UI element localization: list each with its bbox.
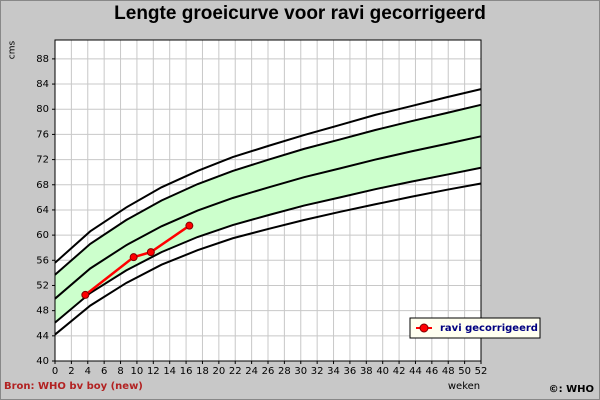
legend-marker: [419, 323, 429, 333]
data-point: [129, 253, 138, 262]
x-tick-label: 38: [360, 366, 373, 377]
y-tick-label: 64: [36, 205, 49, 216]
y-tick-label: 48: [36, 306, 49, 317]
reference-curve: [54, 135, 482, 300]
data-point: [146, 248, 155, 257]
copyright: ©: WHO: [549, 384, 594, 395]
x-tick-label: 48: [442, 366, 455, 377]
x-tick-label: 28: [278, 366, 291, 377]
y-tick-label: 68: [36, 180, 49, 191]
source: Bron: WHO bv boy (new): [4, 381, 143, 392]
y-tick-label: 40: [36, 356, 49, 367]
y-tick-label: 44: [36, 331, 49, 342]
x-tick-label: 4: [85, 366, 91, 377]
x-tick-label: 24: [245, 366, 258, 377]
data-line: [84, 224, 191, 296]
y-tick-label: 60: [36, 230, 49, 241]
plot-border: [54, 39, 482, 362]
x-tick-label: 26: [262, 366, 275, 377]
x-tick-label: 14: [163, 366, 176, 377]
x-tick-label: 20: [212, 366, 225, 377]
y-tick-label: 56: [36, 255, 49, 266]
x-tick-label: 44: [409, 366, 422, 377]
x-tick-label: 12: [147, 366, 160, 377]
x-tick-label: 32: [311, 366, 324, 377]
x-tick-label: 16: [180, 366, 193, 377]
x-tick-label: 30: [294, 366, 307, 377]
x-tick-label: 8: [117, 366, 123, 377]
reference-curve: [54, 88, 482, 264]
reference-curve: [54, 182, 482, 336]
reference-curve: [54, 103, 482, 276]
y-axis-label: cms: [8, 40, 18, 59]
x-tick-label: 10: [131, 366, 144, 377]
y-tick-label: 80: [36, 104, 49, 115]
x-tick-label: 18: [196, 366, 209, 377]
x-tick-label: 22: [229, 366, 242, 377]
x-tick-label: 2: [68, 366, 74, 377]
x-tick-label: 0: [52, 366, 58, 377]
y-tick-label: 84: [36, 79, 49, 90]
data-point: [185, 221, 194, 230]
x-axis-label: weken: [448, 381, 480, 392]
x-tick-label: 6: [101, 366, 107, 377]
y-tick-label: 52: [36, 280, 49, 291]
y-tick-label: 88: [36, 54, 49, 65]
y-tick-label: 76: [36, 129, 49, 140]
y-tick-label: 72: [36, 155, 49, 166]
x-tick-label: 50: [458, 366, 471, 377]
x-tick-label: 52: [475, 366, 488, 377]
legend-label: ravi gecorrigeerd: [440, 323, 538, 334]
legend-box: [409, 317, 541, 339]
x-tick-label: 42: [393, 366, 406, 377]
x-tick-label: 36: [344, 366, 357, 377]
data-point: [81, 290, 90, 299]
x-tick-label: 40: [376, 366, 389, 377]
reference-curve: [54, 166, 482, 324]
x-tick-label: 34: [327, 366, 340, 377]
chart-title: Lengte groeicurve voor ravi gecorrigeerd: [114, 3, 486, 24]
x-tick-label: 46: [425, 366, 438, 377]
